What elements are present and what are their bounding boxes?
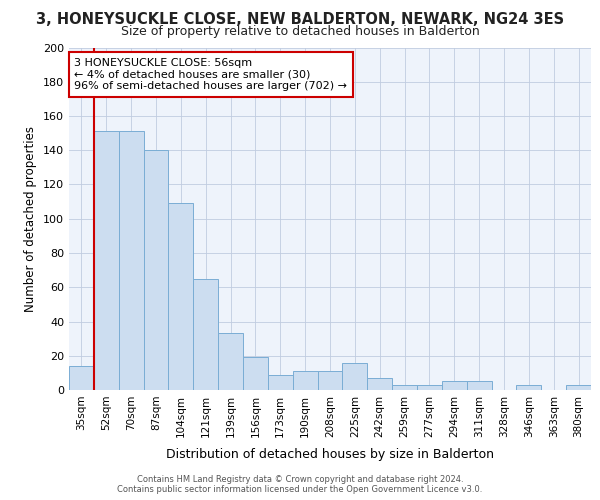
Bar: [442, 382, 467, 390]
Bar: [69, 366, 94, 390]
Bar: [467, 382, 491, 390]
X-axis label: Distribution of detached houses by size in Balderton: Distribution of detached houses by size …: [166, 448, 494, 461]
Bar: [94, 132, 119, 390]
Text: 3 HONEYSUCKLE CLOSE: 56sqm
← 4% of detached houses are smaller (30)
96% of semi-: 3 HONEYSUCKLE CLOSE: 56sqm ← 4% of detac…: [74, 58, 347, 91]
Bar: [169, 204, 193, 390]
Bar: [218, 334, 243, 390]
Text: Contains HM Land Registry data © Crown copyright and database right 2024.: Contains HM Land Registry data © Crown c…: [137, 475, 463, 484]
Bar: [517, 385, 541, 390]
Text: 3, HONEYSUCKLE CLOSE, NEW BALDERTON, NEWARK, NG24 3ES: 3, HONEYSUCKLE CLOSE, NEW BALDERTON, NEW…: [36, 12, 564, 28]
Bar: [268, 374, 293, 390]
Bar: [293, 371, 317, 390]
Text: Size of property relative to detached houses in Balderton: Size of property relative to detached ho…: [121, 25, 479, 38]
Bar: [367, 378, 392, 390]
Bar: [566, 385, 591, 390]
Bar: [343, 362, 367, 390]
Y-axis label: Number of detached properties: Number of detached properties: [25, 126, 37, 312]
Bar: [143, 150, 169, 390]
Bar: [119, 132, 143, 390]
Bar: [417, 385, 442, 390]
Bar: [193, 278, 218, 390]
Bar: [243, 358, 268, 390]
Bar: [317, 371, 343, 390]
Text: Contains public sector information licensed under the Open Government Licence v3: Contains public sector information licen…: [118, 484, 482, 494]
Bar: [392, 385, 417, 390]
